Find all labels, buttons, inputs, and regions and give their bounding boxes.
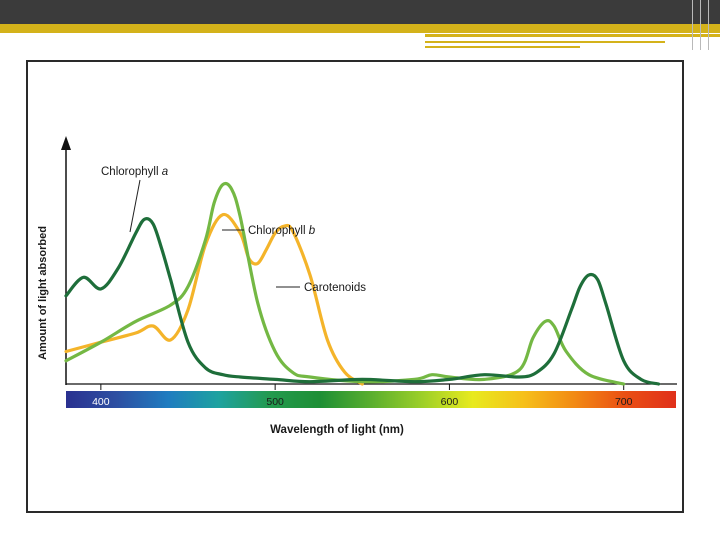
x-tick-label: 500: [266, 396, 284, 408]
visible-spectrum-bar: [66, 391, 676, 408]
series-line-carotenoids: [64, 212, 364, 386]
corner-decoration: [708, 0, 709, 50]
x-tick-label: 400: [92, 396, 110, 408]
corner-decoration: [700, 0, 701, 50]
header-stripe: [425, 34, 720, 37]
annotation-label: Carotenoids: [304, 282, 366, 294]
annotation-label: Chlorophyll a: [101, 166, 168, 178]
series-line-chlorophyll-b: [64, 181, 626, 386]
header-stripe: [425, 41, 665, 43]
annotation-label: Chlorophyll b: [248, 225, 316, 237]
header-accent-band: [0, 24, 720, 33]
chart-frame: [26, 60, 684, 513]
header-stripe: [425, 46, 580, 48]
y-axis-arrow-icon: [61, 136, 71, 150]
annotation-leader-line: [129, 179, 141, 233]
x-tick-label: 600: [441, 396, 459, 408]
x-axis-label: Wavelength of light (nm): [270, 424, 404, 436]
corner-decoration: [692, 0, 693, 50]
header-bar: [0, 0, 720, 24]
x-tick-label: 700: [615, 396, 633, 408]
y-axis-label: Amount of light absorbed: [37, 226, 49, 360]
series-line-chlorophyll-a: [64, 217, 661, 386]
